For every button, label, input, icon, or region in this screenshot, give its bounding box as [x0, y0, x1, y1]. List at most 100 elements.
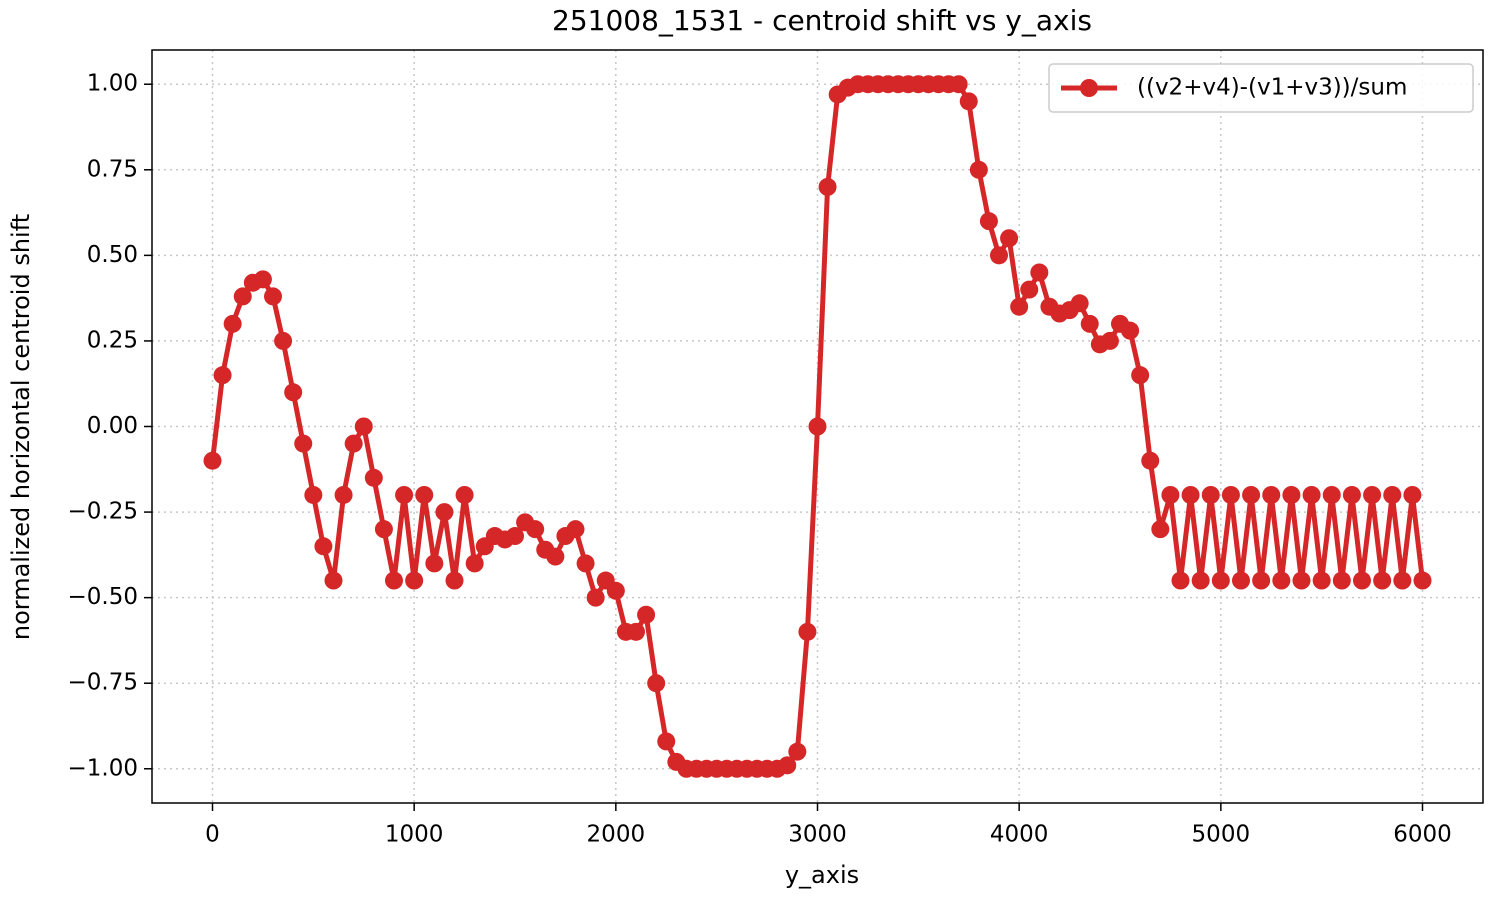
marker: [576, 554, 595, 573]
y-tick-label: 0.75: [87, 156, 138, 182]
marker: [274, 331, 293, 350]
x-tick-label: 3000: [788, 822, 847, 848]
marker: [304, 485, 323, 504]
marker: [1393, 571, 1412, 590]
marker: [314, 537, 333, 556]
y-tick-label: −0.50: [68, 584, 138, 610]
y-tick-label: −1.00: [68, 755, 138, 781]
marker: [818, 177, 837, 196]
marker: [264, 287, 282, 306]
marker: [1242, 485, 1261, 504]
marker: [798, 622, 817, 641]
marker: [233, 287, 252, 306]
marker: [1211, 571, 1230, 590]
plot-frame: [151, 49, 1484, 804]
y-tick-label: 1.00: [87, 71, 138, 97]
marker: [1232, 571, 1250, 590]
marker: [334, 485, 353, 504]
marker: [647, 674, 666, 693]
marker: [1363, 485, 1382, 504]
marker: [1373, 571, 1392, 590]
x-axis-label: y_axis: [785, 861, 859, 889]
legend-box: [1048, 63, 1474, 113]
marker: [990, 246, 1008, 265]
marker: [959, 92, 978, 111]
marker: [1312, 571, 1331, 590]
x-tick-label: 1000: [385, 822, 444, 848]
marker: [979, 212, 998, 231]
marker: [1121, 321, 1140, 340]
marker: [1262, 485, 1281, 504]
marker: [1353, 571, 1371, 590]
marker: [395, 485, 414, 504]
marker: [1332, 571, 1351, 590]
marker: [627, 622, 645, 641]
marker: [324, 571, 343, 590]
marker: [223, 314, 242, 333]
marker: [969, 160, 988, 179]
marker: [1221, 485, 1240, 504]
marker: [1080, 314, 1099, 333]
marker: [949, 75, 968, 94]
marker: [586, 588, 605, 607]
legend-label: ((v2+v4)-(v1+v3))/sum: [1137, 75, 1407, 101]
marker: [546, 547, 565, 566]
marker: [1141, 451, 1160, 470]
marker: [1100, 331, 1119, 350]
marker: [808, 417, 827, 436]
marker: [374, 520, 393, 539]
marker: [354, 417, 373, 436]
marker: [1342, 485, 1361, 504]
marker: [1010, 297, 1029, 316]
marker: [415, 485, 434, 504]
marker: [1030, 263, 1049, 282]
marker: [455, 485, 474, 504]
marker: [1403, 485, 1422, 504]
marker: [445, 571, 464, 590]
marker: [1020, 280, 1039, 299]
marker: [405, 571, 424, 590]
marker: [1272, 571, 1291, 590]
x-tick-label: 4000: [990, 822, 1049, 848]
marker: [1161, 485, 1180, 504]
marker: [425, 554, 444, 573]
marker: [1383, 485, 1402, 504]
y-tick-label: 0.00: [87, 413, 138, 439]
marker: [1282, 485, 1301, 504]
marker: [435, 503, 454, 522]
marker: [1413, 571, 1432, 590]
marker: [566, 520, 585, 539]
marker: [385, 571, 403, 590]
marker: [657, 732, 676, 751]
marker: [253, 270, 272, 289]
marker: [465, 554, 484, 573]
marker: [213, 366, 232, 385]
x-tick-label: 2000: [587, 822, 646, 848]
marker: [1302, 485, 1321, 504]
marker: [1191, 571, 1210, 590]
marker: [203, 451, 222, 470]
marker: [294, 434, 313, 453]
marker: [1131, 366, 1150, 385]
x-tick-label: 6000: [1393, 822, 1452, 848]
marker: [526, 520, 545, 539]
marker: [1151, 520, 1170, 539]
marker: [606, 581, 625, 600]
marker: [778, 756, 797, 775]
marker: [1322, 485, 1341, 504]
marker: [1181, 485, 1200, 504]
marker: [1252, 571, 1271, 590]
chart-title: 251008_1531 - centroid shift vs y_axis: [552, 4, 1092, 37]
marker: [1292, 571, 1311, 590]
marker: [506, 527, 524, 546]
marker: [364, 468, 383, 487]
y-tick-label: −0.25: [68, 499, 138, 525]
marker: [1070, 294, 1089, 313]
marker: [788, 742, 807, 761]
marker: [344, 434, 363, 453]
marker: [284, 383, 303, 402]
marker: [637, 605, 656, 624]
y-axis-label: normalized horizontal centroid shift: [7, 214, 35, 640]
